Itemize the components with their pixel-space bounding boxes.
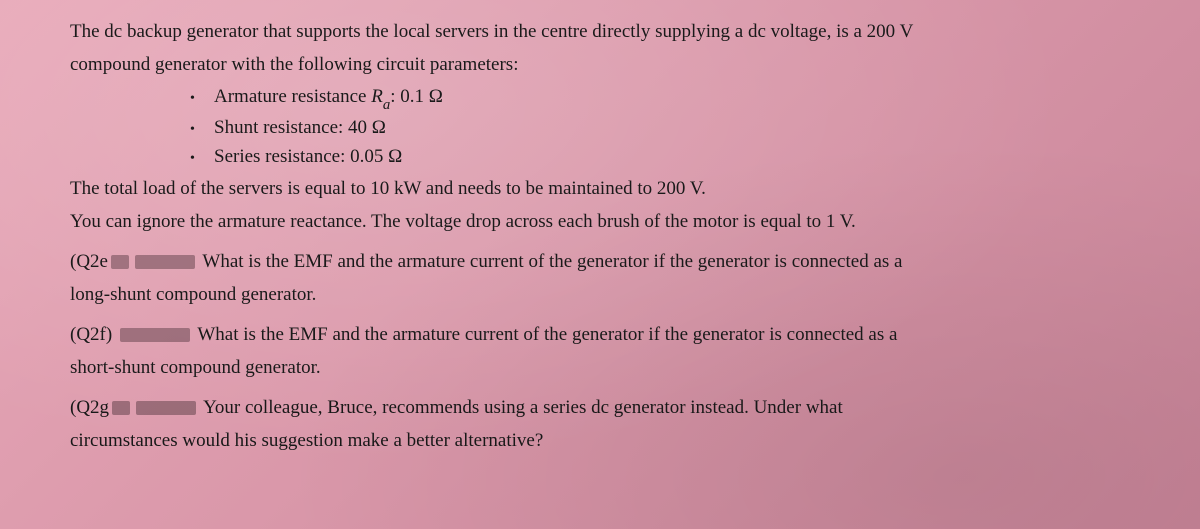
intro-line-1: The dc backup generator that supports th… <box>70 18 1130 47</box>
q2e-label: (Q2e <box>70 251 108 272</box>
redacted-mark <box>120 328 190 342</box>
q2f-label: (Q2f) <box>70 324 112 345</box>
param-armature-suffix: : 0.1 Ω <box>390 86 443 107</box>
param-armature: • Armature resistance Ra: 0.1 Ω <box>190 83 1130 114</box>
q2e-body-2: long-shunt compound generator. <box>70 281 1130 310</box>
q2g-body-2: circumstances would his suggestion make … <box>70 427 1130 456</box>
param-armature-sub: a <box>383 97 390 113</box>
param-armature-prefix: Armature resistance <box>214 86 371 107</box>
param-shunt-text: Shunt resistance: 40 Ω <box>214 114 386 143</box>
q2g-body-1: Your colleague, Bruce, recommends using … <box>199 397 843 418</box>
intro-line-2: compound generator with the following ci… <box>70 51 1130 80</box>
question-q2g: (Q2g Your colleague, Bruce, recommends u… <box>70 394 1130 423</box>
question-q2f: (Q2f) What is the EMF and the armature c… <box>70 321 1130 350</box>
q2e-body-1: What is the EMF and the armature current… <box>198 251 902 272</box>
parameters-list: • Armature resistance Ra: 0.1 Ω • Shunt … <box>70 83 1130 171</box>
q2f-body-1: What is the EMF and the armature current… <box>193 324 897 345</box>
load-line-1: The total load of the servers is equal t… <box>70 175 1130 204</box>
redacted-mark <box>112 401 130 415</box>
question-q2e: (Q2e What is the EMF and the armature cu… <box>70 248 1130 277</box>
bullet-icon: • <box>190 119 214 140</box>
param-series: • Series resistance: 0.05 Ω <box>190 143 1130 172</box>
bullet-icon: • <box>190 88 214 109</box>
redacted-mark <box>135 255 195 269</box>
param-shunt: • Shunt resistance: 40 Ω <box>190 114 1130 143</box>
q2f-body-2: short-shunt compound generator. <box>70 354 1130 383</box>
param-series-text: Series resistance: 0.05 Ω <box>214 143 402 172</box>
bullet-icon: • <box>190 148 214 169</box>
param-armature-R: R <box>371 86 383 107</box>
redacted-mark <box>111 255 129 269</box>
load-line-2: You can ignore the armature reactance. T… <box>70 208 1130 237</box>
redacted-mark <box>136 401 196 415</box>
q2g-label: (Q2g <box>70 397 109 418</box>
